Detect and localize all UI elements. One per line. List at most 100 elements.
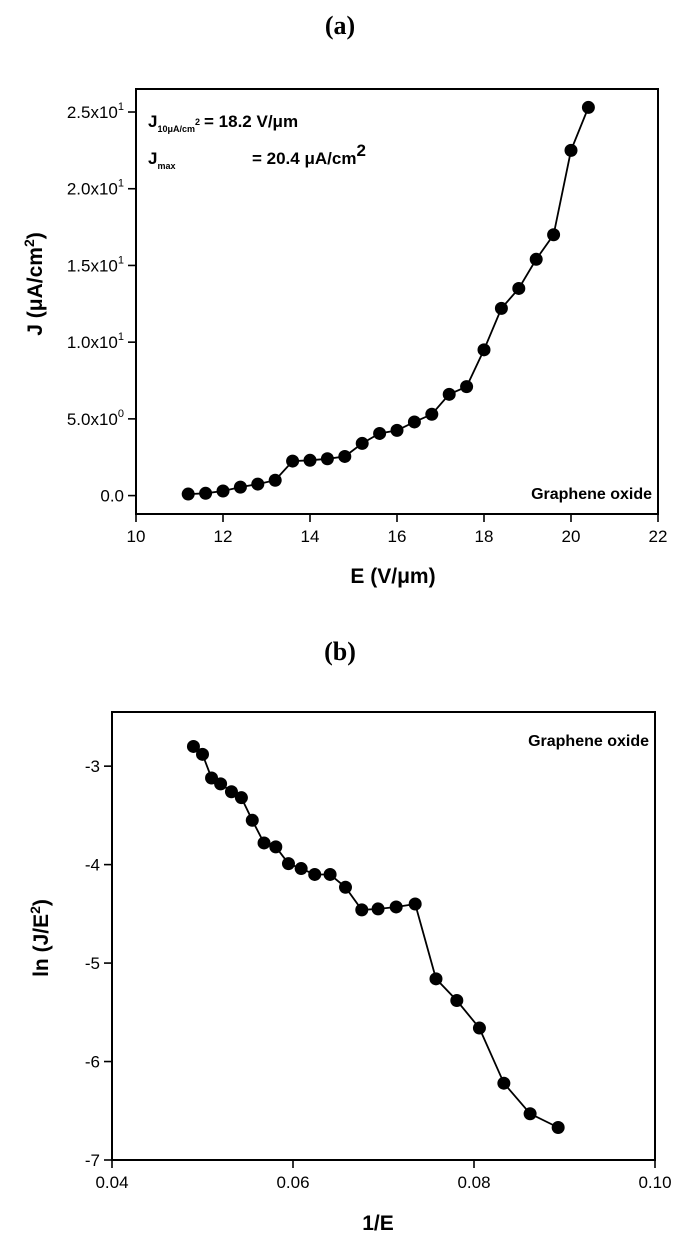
data-point-a-4 bbox=[251, 477, 265, 491]
data-point-b-23 bbox=[551, 1121, 565, 1135]
data-point-b-7 bbox=[257, 836, 271, 850]
data-point-a-11 bbox=[373, 426, 387, 440]
legend-label-a: Graphene oxide bbox=[531, 486, 652, 503]
data-point-a-10 bbox=[355, 436, 369, 450]
annotation-j10-sub: 10μA/cm bbox=[157, 124, 195, 134]
data-point-b-16 bbox=[389, 900, 403, 914]
y-axis-title-a: J (μA/cm2) bbox=[21, 232, 47, 336]
data-point-b-8 bbox=[269, 840, 283, 854]
data-point-b-5 bbox=[234, 791, 248, 805]
y-axis-title-b: ln (J/E2) bbox=[27, 899, 53, 977]
data-point-a-9 bbox=[338, 449, 352, 463]
x-tick-label-a-5: 20 bbox=[562, 527, 581, 546]
data-point-b-1 bbox=[196, 747, 209, 761]
y-axis-title-a-prefix: J (μA/cm bbox=[24, 247, 47, 336]
x-tick-label-a-3: 16 bbox=[388, 527, 407, 546]
chart-b: (b) 0.04 0.06 0.08 0.10 -7 -6 -5 -4 -3 1/E ln (J… bbox=[27, 637, 672, 1235]
y-tick-label-b-2: -5 bbox=[85, 954, 100, 973]
y-tick-label-a-0: 0.0 bbox=[100, 487, 124, 506]
annotation-jmax-sup: 2 bbox=[356, 141, 365, 160]
data-point-b-20 bbox=[472, 1021, 486, 1035]
panel-label-b: (b) bbox=[324, 637, 356, 666]
y-tick-label-a-1: 5.0x100 bbox=[67, 408, 124, 429]
data-point-b-17 bbox=[408, 897, 422, 911]
data-point-a-19 bbox=[512, 281, 526, 295]
x-tick-label-b-1: 0.06 bbox=[276, 1173, 309, 1192]
y-tick-label-a-2: 1.0x101 bbox=[67, 331, 124, 352]
x-tick-label-a-0: 10 bbox=[127, 527, 146, 546]
data-point-b-6 bbox=[245, 813, 259, 827]
plot-frame-b bbox=[111, 711, 656, 1161]
annotation-jmax-main: J bbox=[148, 149, 157, 168]
data-point-b-22 bbox=[523, 1107, 537, 1121]
y-tick-label-b-4: -3 bbox=[85, 757, 100, 776]
x-axis-title-a: E (V/μm) bbox=[350, 565, 435, 588]
series-line-b bbox=[192, 745, 559, 1129]
data-point-a-21 bbox=[547, 228, 561, 242]
axis-ticks-b: 0.04 0.06 0.08 0.10 -7 -6 -5 -4 -3 bbox=[85, 757, 672, 1192]
chart-a: (a) 10 12 14 16 18 20 220.05.0x1001.0x1011.5x1… bbox=[21, 11, 667, 588]
data-point-a-8 bbox=[320, 452, 334, 466]
plot-frame-a bbox=[135, 88, 659, 515]
data-point-b-4 bbox=[224, 785, 238, 799]
data-point-a-12 bbox=[390, 423, 404, 437]
annotation-jmax-value: = 20.4 μA/cm bbox=[252, 149, 356, 168]
annotation-j10-main: J bbox=[148, 112, 157, 131]
series-a bbox=[181, 100, 595, 501]
data-point-a-0 bbox=[181, 487, 195, 501]
annotation-jmax: Jmax bbox=[148, 149, 175, 171]
y-axis-title-a-suffix: ) bbox=[24, 232, 47, 239]
data-point-a-15 bbox=[442, 387, 456, 401]
data-point-a-13 bbox=[407, 415, 421, 429]
data-point-a-20 bbox=[529, 252, 543, 266]
data-point-a-16 bbox=[460, 380, 474, 394]
annotation-j10-subsup: 2 bbox=[195, 117, 200, 127]
data-point-b-13 bbox=[338, 880, 352, 894]
x-tick-label-b-0: 0.04 bbox=[95, 1173, 128, 1192]
series-b bbox=[186, 739, 565, 1135]
annotation-jmax-value-line: = 20.4 μA/cm2 bbox=[252, 141, 366, 168]
x-tick-label-b-3: 0.10 bbox=[638, 1173, 671, 1192]
y-axis-title-b-prefix: ln (J/E bbox=[30, 914, 53, 977]
y-tick-label-b-1: -6 bbox=[85, 1053, 100, 1072]
data-point-a-18 bbox=[494, 301, 508, 315]
annotation-j10-value: = 18.2 V/μm bbox=[204, 112, 298, 131]
y-tick-label-a-5: 2.5x101 bbox=[67, 101, 124, 122]
y-tick-label-a-4: 2.0x101 bbox=[67, 178, 124, 199]
data-point-b-21 bbox=[497, 1076, 511, 1090]
data-point-a-14 bbox=[425, 407, 439, 421]
data-point-b-14 bbox=[355, 903, 369, 917]
y-axis-title-b-sup: 2 bbox=[27, 906, 43, 914]
data-point-b-11 bbox=[308, 867, 322, 881]
axis-ticks-a: 10 12 14 16 18 20 220.05.0x1001.0x1011.5x1012.… bbox=[67, 101, 668, 546]
data-point-b-18 bbox=[429, 972, 443, 986]
x-tick-label-a-1: 12 bbox=[214, 527, 233, 546]
annotation-j10: J10μA/cm2 = 18.2 V/μm bbox=[148, 112, 298, 134]
data-point-b-19 bbox=[450, 993, 464, 1007]
data-point-b-15 bbox=[371, 902, 385, 916]
y-tick-label-b-3: -4 bbox=[85, 856, 100, 875]
y-tick-label-a-3: 1.5x101 bbox=[67, 254, 124, 275]
y-axis-title-a-sup: 2 bbox=[21, 239, 37, 247]
y-axis-title-b-suffix: ) bbox=[30, 899, 53, 906]
x-tick-label-a-4: 18 bbox=[475, 527, 494, 546]
x-tick-label-a-6: 22 bbox=[649, 527, 668, 546]
legend-label-b: Graphene oxide bbox=[528, 733, 649, 750]
data-point-a-5 bbox=[268, 473, 282, 487]
data-point-b-12 bbox=[323, 867, 337, 881]
data-point-a-1 bbox=[199, 486, 213, 500]
data-point-a-2 bbox=[216, 484, 230, 498]
data-point-a-3 bbox=[233, 480, 247, 494]
series-line-a bbox=[188, 107, 590, 495]
data-point-a-23 bbox=[581, 100, 595, 114]
y-tick-label-b-0: -7 bbox=[85, 1151, 100, 1170]
data-point-b-0 bbox=[186, 739, 200, 753]
data-point-a-7 bbox=[303, 453, 317, 467]
data-point-b-10 bbox=[294, 862, 308, 876]
data-point-b-9 bbox=[281, 857, 295, 871]
data-point-b-3 bbox=[214, 777, 228, 791]
panel-label-a: (a) bbox=[325, 11, 355, 40]
x-tick-label-a-2: 14 bbox=[301, 527, 320, 546]
annotation-jmax-sub: max bbox=[157, 161, 175, 171]
